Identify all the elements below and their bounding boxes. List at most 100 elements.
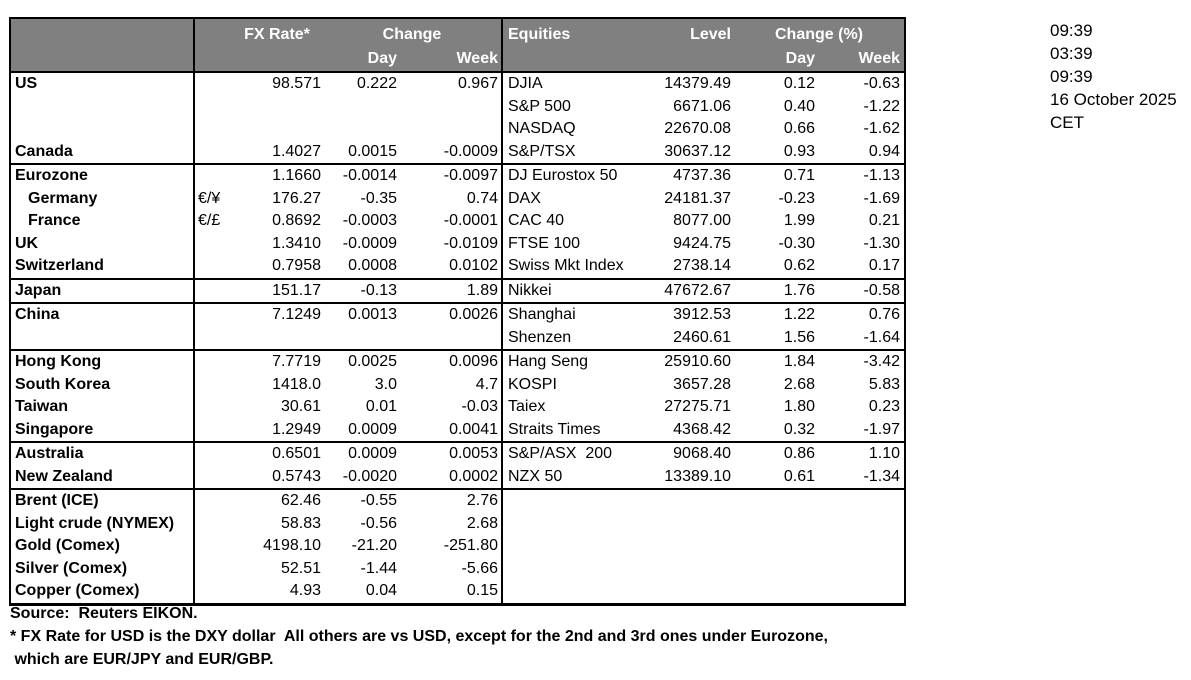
fx-country-cell bbox=[11, 118, 193, 141]
table-row: Japan 151.17 -0.13 1.89 Nikkei 47672.67 1.76 -0… bbox=[11, 279, 904, 302]
fx-country-cell: Taiwan bbox=[15, 398, 69, 415]
footnotes: Source: Reuters EIKON. * FX Rate for USD… bbox=[10, 602, 828, 671]
equity-change-week-cell: -1.97 bbox=[863, 420, 900, 438]
fx-change-day-cell: 0.01 bbox=[365, 398, 397, 415]
equity-change-week-cell: -0.58 bbox=[863, 281, 900, 299]
fx-day-header: Day bbox=[367, 50, 397, 67]
equity-level-cell: 9068.40 bbox=[673, 445, 731, 462]
fx-change-week-cell: 2.68 bbox=[466, 514, 498, 532]
equity-level-cell bbox=[651, 513, 734, 536]
equity-change-week-cell: 5.83 bbox=[868, 375, 900, 393]
equity-change-day-cell: 0.61 bbox=[783, 467, 815, 485]
pair-column-header bbox=[193, 19, 231, 48]
equity-change-day-cell bbox=[734, 558, 818, 581]
fx-rate-cell: 1418.0 bbox=[272, 375, 321, 393]
table-row: Copper (Comex) 4.93 0.04 0.15 bbox=[11, 580, 904, 603]
fx-pair-cell bbox=[193, 443, 231, 466]
table-group: Hong Kong 7.7719 0.0025 0.0096 Hang Seng 2591… bbox=[11, 351, 904, 443]
equity-change-day-cell: 0.86 bbox=[783, 445, 815, 462]
table-group: Eurozone 1.1660 -0.0014 -0.0097 DJ Eurostox … bbox=[11, 165, 904, 280]
table-group: China 7.1249 0.0013 0.0026 Shanghai 3912.53 1.… bbox=[11, 304, 904, 351]
equity-level-cell: 13389.10 bbox=[664, 467, 731, 485]
fx-change-day-cell: 0.0008 bbox=[348, 257, 397, 274]
table-row: Australia 0.6501 0.0009 0.0053 S&P/ASX 200 90… bbox=[11, 443, 904, 466]
table-row: Taiwan 30.61 0.01 -0.03 Taiex 27275.71 1.80 0.2… bbox=[11, 396, 904, 419]
fx-week-header: Week bbox=[456, 50, 498, 67]
fx-change-header: Change bbox=[382, 26, 442, 43]
fx-change-week-cell: 0.0096 bbox=[449, 353, 498, 370]
equity-level-cell bbox=[651, 558, 734, 581]
table-row: Light crude (NYMEX) 58.83 -0.56 2.68 bbox=[11, 512, 904, 536]
fx-change-day-cell: -0.35 bbox=[360, 189, 397, 207]
fx-country-cell bbox=[11, 327, 193, 350]
equity-name-cell bbox=[501, 557, 651, 580]
equity-level-cell: 2738.14 bbox=[673, 257, 731, 274]
equity-change-day-cell bbox=[734, 490, 818, 513]
equity-change-week-cell bbox=[818, 535, 904, 558]
fx-country-cell bbox=[11, 96, 193, 119]
fx-country-cell: Switzerland bbox=[15, 257, 104, 274]
fx-change-week-cell bbox=[399, 118, 501, 141]
equity-change-day-cell: 0.32 bbox=[783, 420, 815, 438]
equity-level-cell: 2460.61 bbox=[673, 328, 731, 346]
fx-change-week-cell: -0.0109 bbox=[443, 234, 498, 252]
header-spacer bbox=[11, 48, 193, 71]
table-row: US 98.571 0.222 0.967 DJIA 14379.49 0.12 -0.63 bbox=[11, 73, 904, 96]
equity-level-cell: 47672.67 bbox=[664, 281, 731, 299]
fx-pair-cell bbox=[193, 418, 231, 441]
equity-change-day-cell bbox=[734, 535, 818, 558]
table-row: UK 1.3410 -0.0009 -0.0109 FTSE 100 9424.75 -0.… bbox=[11, 232, 904, 255]
fx-pair-cell: €/¥ bbox=[193, 187, 231, 210]
fx-pair-cell bbox=[193, 73, 231, 96]
fx-rate-header: FX Rate* bbox=[244, 26, 310, 43]
fx-rate-cell bbox=[231, 327, 323, 350]
fx-change-week-cell: 0.0041 bbox=[449, 420, 498, 438]
fx-rate-cell: 98.571 bbox=[272, 75, 321, 92]
fx-rate-cell bbox=[231, 96, 323, 119]
fx-change-week-cell: 0.74 bbox=[466, 189, 498, 207]
equity-level-cell: 24181.37 bbox=[664, 189, 731, 207]
equity-name-cell: Shanghai bbox=[501, 304, 651, 327]
fx-rate-cell: 58.83 bbox=[280, 514, 321, 532]
fx-pair-cell bbox=[193, 557, 231, 580]
fx-pair-cell bbox=[193, 165, 231, 188]
equity-level-cell: 8077.00 bbox=[673, 212, 731, 229]
fx-country-cell: Eurozone bbox=[15, 167, 88, 184]
equity-name-cell: Straits Times bbox=[501, 418, 651, 441]
timestamp-line: 09:39 bbox=[1050, 21, 1093, 40]
equity-level-cell: 22670.08 bbox=[664, 120, 731, 137]
fx-rate-footnote-line1: * FX Rate for USD is the DXY dollar All … bbox=[10, 628, 828, 645]
equity-level-cell: 9424.75 bbox=[673, 234, 731, 252]
header-spacer bbox=[651, 48, 734, 71]
table-row: Switzerland 0.7958 0.0008 0.0102 Swiss Mkt I… bbox=[11, 255, 904, 278]
fx-change-day-cell: 3.0 bbox=[374, 375, 397, 393]
equity-name-cell bbox=[501, 535, 651, 558]
table-row: Eurozone 1.1660 -0.0014 -0.0097 DJ Eurostox … bbox=[11, 165, 904, 188]
fx-pair-cell bbox=[193, 373, 231, 396]
fx-change-day-cell: 0.0009 bbox=[348, 420, 397, 438]
equity-change-week-cell: -1.34 bbox=[863, 467, 900, 485]
equity-change-week-cell bbox=[818, 513, 904, 536]
table-row: France €/£ 0.8692 -0.0003 -0.0001 CAC 40 8077.… bbox=[11, 210, 904, 233]
table-header-row-2: Day Week Day Week bbox=[11, 48, 904, 71]
fx-change-week-cell: 0.0102 bbox=[449, 257, 498, 274]
table-row: NASDAQ 22670.08 0.66 -1.62 bbox=[11, 118, 904, 141]
equity-change-week-cell: -1.30 bbox=[863, 234, 900, 252]
equity-level-cell: 3912.53 bbox=[673, 306, 731, 323]
equity-change-day-cell: 1.56 bbox=[783, 328, 815, 346]
equity-change-week-cell bbox=[818, 490, 904, 513]
fx-change-day-cell: -0.0009 bbox=[342, 234, 397, 252]
fx-country-cell: New Zealand bbox=[15, 467, 113, 485]
fx-pair-cell bbox=[193, 512, 231, 535]
table-row: South Korea 1418.0 3.0 4.7 KOSPI 3657.28 2.68 5… bbox=[11, 373, 904, 396]
equity-change-day-cell: 0.71 bbox=[783, 167, 815, 184]
fx-rate-cell: 151.17 bbox=[272, 281, 321, 299]
equity-change-week-cell: 0.21 bbox=[868, 212, 900, 229]
fx-change-day-cell: -1.44 bbox=[360, 559, 397, 577]
fx-pair-cell bbox=[193, 304, 231, 327]
fx-pair-cell bbox=[193, 465, 231, 488]
equity-change-week-cell: -1.62 bbox=[863, 120, 900, 137]
equity-level-cell: 30637.12 bbox=[664, 142, 731, 160]
fx-pair-cell bbox=[193, 535, 231, 558]
fx-country-cell: Silver (Comex) bbox=[15, 559, 128, 577]
